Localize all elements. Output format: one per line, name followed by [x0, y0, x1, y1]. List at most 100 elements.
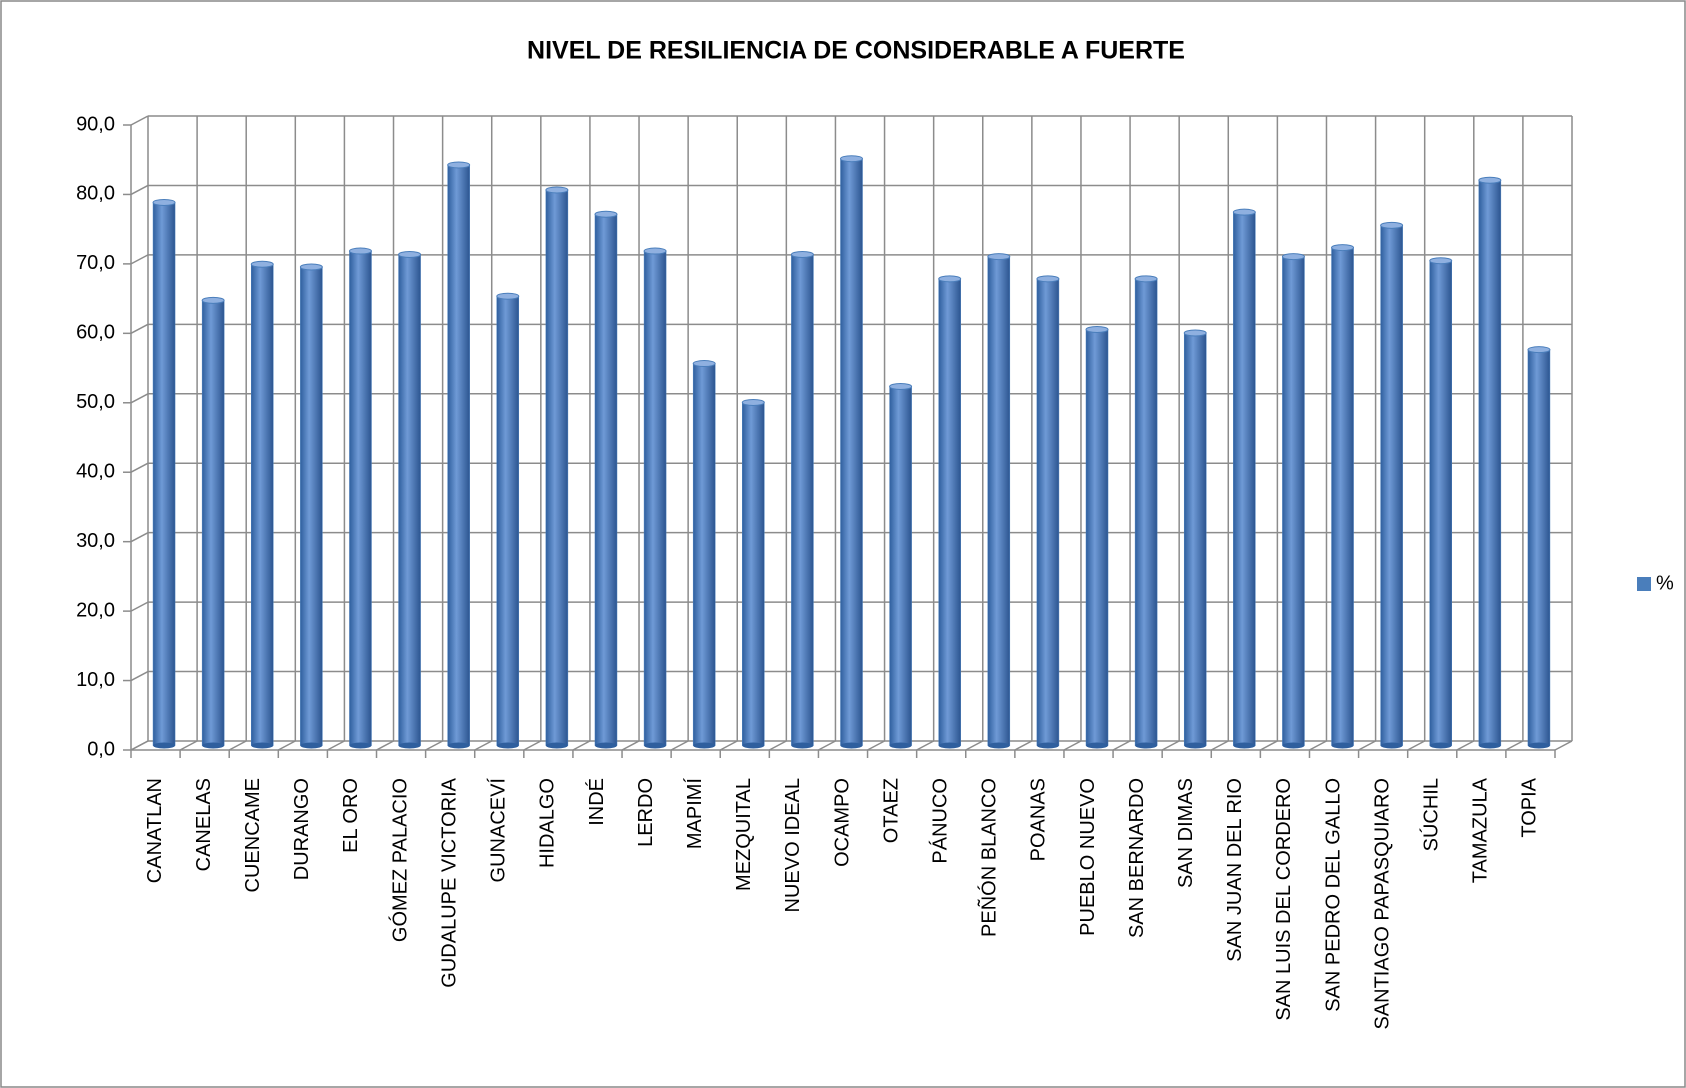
x-tick-label: SAN PEDRO DEL GALLO — [1322, 778, 1344, 1012]
x-tick-label: SAN BERNARDO — [1126, 778, 1148, 938]
bar — [152, 202, 176, 746]
x-tick-label: CUENCAME — [242, 778, 264, 892]
bar — [1429, 260, 1452, 746]
x-tick-label: DURANGO — [291, 778, 313, 880]
floor-line — [1309, 740, 1327, 751]
bar-top — [1429, 257, 1453, 265]
bar-top — [1036, 275, 1060, 283]
bar-base — [447, 742, 470, 749]
bar-top — [496, 292, 520, 300]
bar — [1527, 349, 1551, 746]
bar-top — [1527, 346, 1551, 354]
y-tick-label: 60,0 — [76, 322, 115, 344]
x-tick-label: TOPIA — [1519, 777, 1541, 837]
y-tick-label: 30,0 — [76, 530, 115, 552]
bar — [1036, 278, 1060, 746]
bar-base — [1527, 742, 1550, 749]
bar — [201, 300, 225, 746]
bar-top — [1478, 176, 1502, 184]
bar-base — [693, 742, 716, 749]
bar-top — [299, 263, 323, 271]
bar-base — [349, 742, 372, 749]
floor-line — [1063, 740, 1082, 751]
floor-line — [818, 740, 836, 751]
bar-top — [1281, 253, 1305, 261]
x-tick-label: HIDALGO — [537, 778, 559, 868]
bar-base — [938, 742, 961, 749]
bar — [251, 264, 274, 746]
bar — [1282, 256, 1305, 746]
bar-base — [1233, 742, 1256, 749]
y-tick-label: 20,0 — [76, 599, 115, 621]
grid-line — [130, 740, 149, 751]
x-tick-label: OTAEZ — [880, 778, 902, 843]
bar — [1134, 278, 1158, 746]
x-tick-label: SAN LUIS DEL CORDERO — [1273, 778, 1295, 1021]
x-tick-label: INDÉ — [585, 778, 608, 826]
bar-top — [1232, 208, 1256, 216]
floor-line — [768, 740, 787, 751]
bar — [300, 266, 323, 746]
bar — [496, 295, 520, 746]
grid-line — [130, 670, 149, 682]
floor-line — [719, 740, 738, 751]
floor-line — [867, 740, 885, 751]
floor-line — [425, 740, 443, 751]
bar-base — [496, 742, 519, 749]
bar-base — [1429, 742, 1452, 749]
x-tick-label: SANTIAGO PAPASQUIARO — [1371, 778, 1393, 1030]
bar-top — [889, 382, 913, 390]
legend-label: % — [1656, 572, 1674, 594]
y-tick-label: 80,0 — [76, 183, 115, 205]
floor-line — [1260, 740, 1278, 751]
bar-top — [201, 296, 225, 304]
floor-line — [1014, 740, 1033, 751]
bar-base — [1478, 742, 1501, 749]
grid-line — [130, 462, 149, 473]
bar-base — [545, 742, 568, 749]
floor-line — [1407, 740, 1426, 751]
y-tick-label: 40,0 — [76, 461, 115, 483]
bar-base — [1282, 742, 1305, 749]
bar-base — [889, 742, 912, 749]
x-tick-label: MEZQUITAL — [733, 778, 755, 891]
bar-base — [1086, 742, 1109, 749]
bar-top — [1085, 326, 1109, 334]
floor-line — [1456, 740, 1475, 751]
floor-line — [916, 740, 935, 751]
x-tick-label: NUEVO IDEAL — [782, 778, 804, 912]
x-tick-label: CANATLAN — [144, 778, 166, 883]
bar-base — [791, 742, 814, 749]
floor-line — [572, 740, 591, 751]
bar-top — [790, 251, 814, 259]
bar — [398, 254, 421, 746]
bar — [692, 363, 716, 746]
bar-base — [1184, 742, 1207, 749]
bar-base — [644, 742, 667, 749]
floor-line — [1554, 740, 1573, 751]
grid-line — [130, 254, 149, 265]
bar-top — [692, 360, 716, 368]
bar-top — [938, 275, 962, 283]
grid-line — [130, 393, 149, 404]
bar-base — [398, 742, 421, 749]
bar-top — [594, 210, 618, 218]
bar-base — [840, 742, 863, 749]
bar — [545, 189, 569, 746]
bar — [447, 164, 470, 746]
bar — [742, 402, 765, 746]
grid-line — [130, 323, 149, 334]
x-tick-label: MAPIMÍ — [683, 778, 706, 850]
bar — [1331, 247, 1354, 746]
chart-title: NIVEL DE RESILIENCIA DE CONSIDERABLE A F… — [527, 37, 1185, 65]
x-tick-label: TAMAZULA — [1470, 777, 1492, 883]
floor-line — [277, 740, 296, 751]
floor-line — [621, 740, 640, 751]
floor-line — [965, 740, 984, 751]
bar-top — [250, 260, 274, 268]
floor-line — [327, 740, 345, 751]
x-tick-label: CANELAS — [193, 778, 215, 871]
bar-base — [251, 742, 274, 749]
bar — [643, 250, 667, 746]
